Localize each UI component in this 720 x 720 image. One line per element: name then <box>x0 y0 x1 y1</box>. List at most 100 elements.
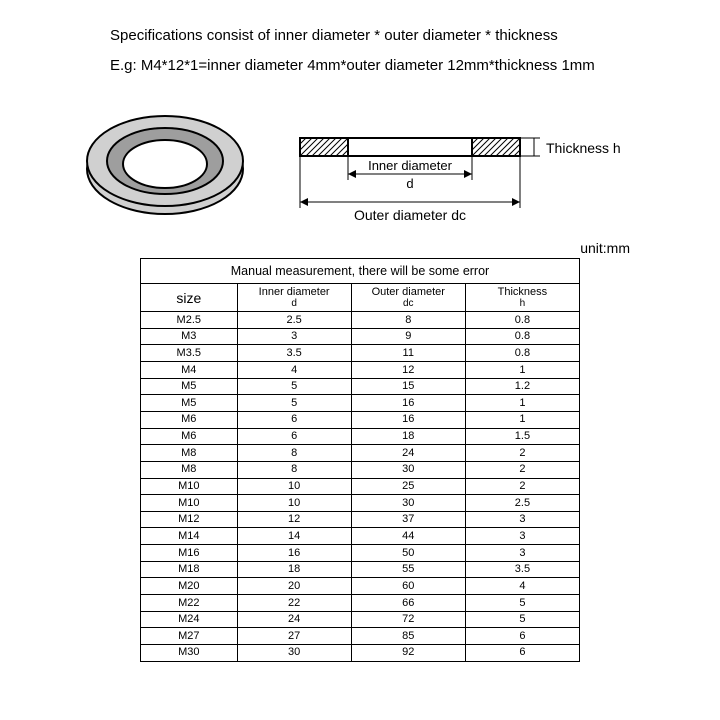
table-row: M88302 <box>141 461 580 478</box>
svg-text:Outer diameter dc: Outer diameter dc <box>354 207 466 223</box>
table-cell: 8 <box>237 461 351 478</box>
table-cell: 4 <box>465 578 579 595</box>
table-cell: M20 <box>141 578 238 595</box>
table-cell: 1 <box>465 411 579 428</box>
table-cell: M3.5 <box>141 345 238 362</box>
table-cell: 0.8 <box>465 328 579 345</box>
table-cell: 5 <box>237 378 351 395</box>
col-header-id-label: Inner diameter <box>259 286 330 298</box>
table-cell: 16 <box>237 545 351 562</box>
table-row: M1414443 <box>141 528 580 545</box>
table-row: M2.52.580.8 <box>141 312 580 329</box>
table-cell: 4 <box>237 362 351 379</box>
table-cell: M16 <box>141 545 238 562</box>
table-cell: 10 <box>237 478 351 495</box>
table-cell: M12 <box>141 511 238 528</box>
table-cell: M30 <box>141 644 238 661</box>
table-row: M2727856 <box>141 628 580 645</box>
unit-label: unit:mm <box>40 240 680 256</box>
table-cell: 24 <box>351 445 465 462</box>
table-cell: 2 <box>465 478 579 495</box>
table-caption: Manual measurement, there will be some e… <box>140 258 580 283</box>
table-cell: 3.5 <box>237 345 351 362</box>
col-header-th-label: Thickness <box>498 286 548 298</box>
col-header-od-label: Outer diameter <box>372 286 445 298</box>
table-cell: 0.8 <box>465 345 579 362</box>
table-row: M66181.5 <box>141 428 580 445</box>
table-cell: 9 <box>351 328 465 345</box>
col-header-od-sub: dc <box>354 298 463 310</box>
spec-table: Manual measurement, there will be some e… <box>140 258 580 662</box>
table-cell: 3 <box>465 511 579 528</box>
table-row: M3030926 <box>141 644 580 661</box>
table-cell: 60 <box>351 578 465 595</box>
table-cell: 3 <box>465 528 579 545</box>
table-row: M44121 <box>141 362 580 379</box>
table-cell: 1.5 <box>465 428 579 445</box>
table-cell: M5 <box>141 395 238 412</box>
table-cell: M8 <box>141 461 238 478</box>
col-header-th-sub: h <box>468 298 577 310</box>
col-header-outer-diameter: Outer diameter dc <box>351 284 465 312</box>
table-cell: 16 <box>351 395 465 412</box>
col-header-id-sub: d <box>240 298 349 310</box>
table-cell: 16 <box>351 411 465 428</box>
table-cell: 2 <box>465 461 579 478</box>
table-cell: 0.8 <box>465 312 579 329</box>
spec-table-wrap: Manual measurement, there will be some e… <box>140 258 580 662</box>
svg-text:Thickness h: Thickness h <box>546 140 621 156</box>
table-cell: M5 <box>141 378 238 395</box>
table-cell: 6 <box>465 644 579 661</box>
table-cell: 18 <box>351 428 465 445</box>
table-row: M1212373 <box>141 511 580 528</box>
table-row: M55161 <box>141 395 580 412</box>
table-row: M2222665 <box>141 595 580 612</box>
table-cell: M6 <box>141 411 238 428</box>
table-cell: 66 <box>351 595 465 612</box>
table-cell: 72 <box>351 611 465 628</box>
table-header-row: size Inner diameter d Outer diameter dc … <box>141 284 580 312</box>
table-cell: 12 <box>237 511 351 528</box>
table-cell: 6 <box>465 628 579 645</box>
table-cell: 5 <box>465 595 579 612</box>
spec-line-2: E.g: M4*12*1=inner diameter 4mm*outer di… <box>40 54 680 78</box>
table-cell: M18 <box>141 561 238 578</box>
table-row: M2020604 <box>141 578 580 595</box>
table-cell: 2.5 <box>237 312 351 329</box>
table-body: M2.52.580.8M3390.8M3.53.5110.8M44121M551… <box>141 312 580 661</box>
table-cell: M6 <box>141 428 238 445</box>
svg-text:Inner diameter: Inner diameter <box>368 158 452 173</box>
table-row: M66161 <box>141 411 580 428</box>
table-cell: M27 <box>141 628 238 645</box>
table-cell: 1 <box>465 395 579 412</box>
table-cell: 20 <box>237 578 351 595</box>
svg-text:d: d <box>406 176 413 191</box>
table-cell: 12 <box>351 362 465 379</box>
table-cell: M10 <box>141 478 238 495</box>
table-cell: 6 <box>237 428 351 445</box>
table-cell: 8 <box>237 445 351 462</box>
table-cell: 85 <box>351 628 465 645</box>
page: Specifications consist of inner diameter… <box>0 0 720 720</box>
table-cell: 92 <box>351 644 465 661</box>
table-cell: 44 <box>351 528 465 545</box>
table-cell: M8 <box>141 445 238 462</box>
table-cell: 27 <box>237 628 351 645</box>
table-row: M1818553.5 <box>141 561 580 578</box>
table-cell: M3 <box>141 328 238 345</box>
table-cell: 30 <box>237 644 351 661</box>
table-row: M1010252 <box>141 478 580 495</box>
col-header-thickness: Thickness h <box>465 284 579 312</box>
table-cell: 2.5 <box>465 495 579 512</box>
table-cell: 14 <box>237 528 351 545</box>
table-cell: 37 <box>351 511 465 528</box>
table-cell: 30 <box>351 495 465 512</box>
table-cell: 25 <box>351 478 465 495</box>
table-cell: 18 <box>237 561 351 578</box>
table-cell: 1 <box>465 362 579 379</box>
table-cell: 1.2 <box>465 378 579 395</box>
table-cell: 22 <box>237 595 351 612</box>
table-cell: M4 <box>141 362 238 379</box>
table-row: M55151.2 <box>141 378 580 395</box>
table-row: M3390.8 <box>141 328 580 345</box>
